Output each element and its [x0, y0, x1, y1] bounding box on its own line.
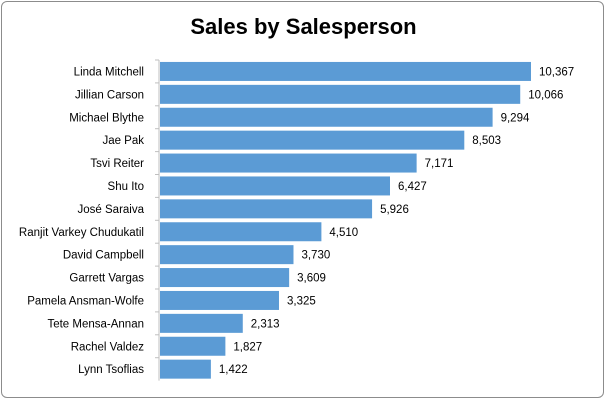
bars: [160, 61, 531, 379]
category-label: Tsvi Reiter: [90, 158, 144, 170]
category-label: David Campbell: [63, 250, 144, 262]
bar: [160, 199, 373, 219]
value-label: 1,422: [219, 364, 248, 376]
chart-title: Sales by Salesperson: [190, 14, 417, 39]
bar: [160, 359, 211, 379]
category-label: Pamela Ansman-Wolfe: [27, 295, 144, 307]
bar: [160, 61, 531, 81]
category-label: Lynn Tsoflias: [78, 364, 144, 376]
bar: [160, 290, 279, 310]
category-axis: [155, 59, 160, 381]
bar: [160, 245, 294, 265]
category-label: Jae Pak: [102, 135, 144, 147]
category-label: José Saraiva: [78, 204, 145, 216]
value-label: 10,066: [528, 89, 563, 101]
bar: [160, 313, 243, 333]
bar: [160, 107, 493, 127]
value-label: 9,294: [501, 112, 530, 124]
bar: [160, 336, 226, 356]
value-label: 4,510: [329, 227, 358, 239]
value-label: 5,926: [380, 204, 409, 216]
value-label: 7,171: [425, 158, 454, 170]
value-label: 3,609: [297, 273, 326, 285]
category-label: Shu Ito: [108, 181, 144, 193]
value-label: 6,427: [398, 181, 427, 193]
bar: [160, 176, 391, 196]
bar: [160, 268, 290, 288]
category-label: Tete Mensa-Annan: [47, 318, 144, 330]
category-label: Ranjit Varkey Chudukatil: [19, 227, 144, 239]
value-label: 8,503: [472, 135, 501, 147]
category-label: Michael Blythe: [69, 112, 144, 124]
category-label: Garrett Vargas: [69, 273, 144, 285]
category-label: Linda Mitchell: [74, 66, 144, 78]
category-label: Rachel Valdez: [71, 341, 145, 353]
bar: [160, 153, 417, 173]
bar: [160, 84, 521, 104]
category-label: Jillian Carson: [75, 89, 144, 101]
category-labels: Linda Mitchell Jillian Carson Michael Blyt…: [19, 66, 145, 376]
bar: [160, 222, 322, 242]
value-label: 1,827: [233, 341, 262, 353]
value-label: 3,730: [301, 250, 330, 262]
value-label: 10,367: [539, 66, 574, 78]
value-label: 3,325: [287, 295, 316, 307]
value-label: 2,313: [251, 318, 280, 330]
bar: [160, 130, 465, 150]
